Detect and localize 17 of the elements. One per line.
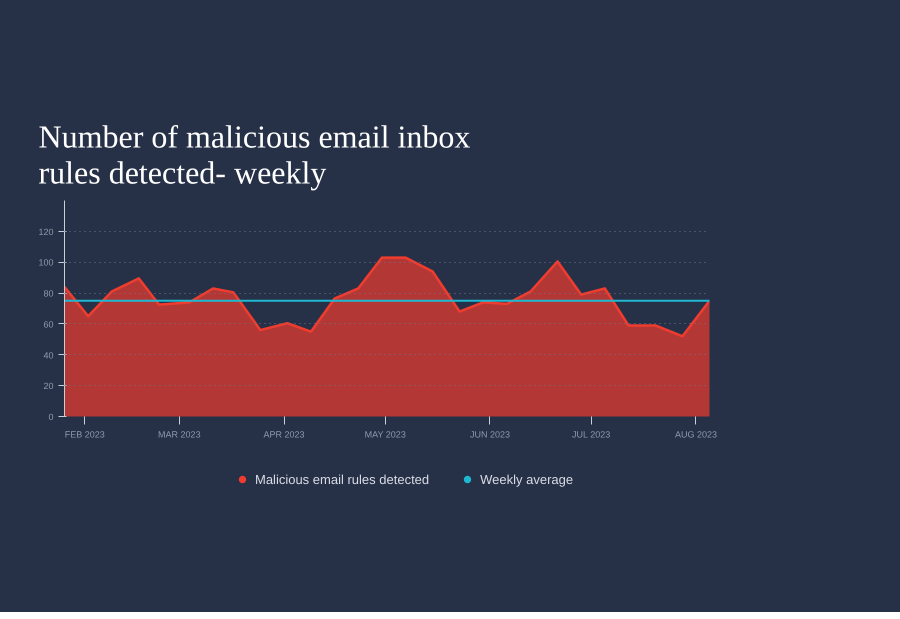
y-tick-label: 80 bbox=[43, 288, 54, 299]
legend-label: Weekly average bbox=[480, 472, 574, 486]
x-tick-label: APR 2023 bbox=[263, 430, 305, 440]
y-tick-label: 0 bbox=[48, 412, 54, 422]
y-tick-label: 100 bbox=[38, 258, 54, 268]
y-tick-label: 20 bbox=[43, 381, 54, 392]
x-tick-label: JUL 2023 bbox=[572, 430, 610, 440]
y-tick-label: 60 bbox=[43, 319, 54, 330]
x-tick-label: MAR 2023 bbox=[158, 430, 201, 440]
y-tick-label: 40 bbox=[43, 350, 54, 360]
y-tick-label: 120 bbox=[38, 226, 54, 237]
x-tick-label: AUG 2023 bbox=[674, 430, 718, 440]
chart-title: Number of malicious email inbox rules detected- weekly bbox=[38, 118, 470, 190]
x-tick-label: JUN 2023 bbox=[470, 430, 510, 440]
x-tick-label: FEB 2023 bbox=[64, 430, 105, 440]
legend-label: Malicious email rules detected bbox=[255, 472, 430, 486]
x-tick-label: MAY 2023 bbox=[364, 430, 406, 440]
